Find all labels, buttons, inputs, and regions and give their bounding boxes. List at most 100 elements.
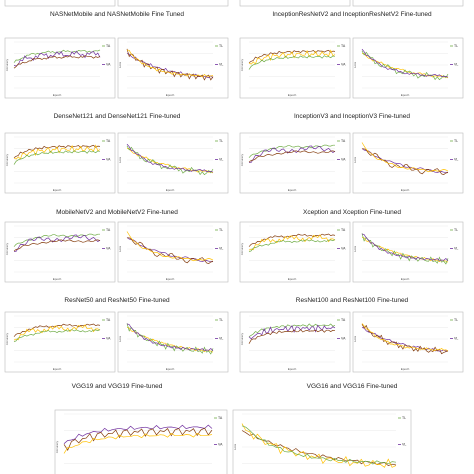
x-axis-label: Epoch [401, 277, 410, 281]
y-axis-label: Loss [118, 335, 122, 342]
y-axis-label: Accuracy [5, 242, 9, 255]
curve [126, 323, 214, 352]
legend-label: TL [454, 318, 458, 322]
legend-label: VL [402, 442, 406, 446]
caption: DenseNet121 and DenseNet121 Fine-tuned [54, 113, 181, 120]
legend-label: TA [106, 139, 111, 143]
x-axis-label: Epoch [53, 367, 62, 371]
x-axis-label: Epoch [288, 93, 297, 97]
curve [13, 324, 101, 341]
y-axis-label: Loss [118, 156, 122, 163]
panel-frame [352, 0, 464, 7]
y-axis-label: Loss [353, 335, 357, 342]
legend-label: TL [219, 139, 223, 143]
curve [361, 50, 449, 81]
curve [13, 150, 101, 165]
curve [63, 424, 213, 444]
legend-label: VA [341, 157, 346, 161]
legend-label: VL [219, 62, 223, 66]
curve [361, 148, 449, 174]
curve [13, 239, 101, 252]
legend-label: TA [341, 228, 346, 232]
legend-label: VL [454, 157, 458, 161]
panel-frame [54, 409, 228, 474]
x-axis-label: Epoch [288, 277, 297, 281]
x-axis-label: Epoch [53, 277, 62, 281]
y-axis-label: Accuracy [240, 153, 244, 166]
curve [126, 231, 214, 262]
legend-label: VA [106, 246, 111, 250]
panel-frame [239, 221, 351, 283]
curve [13, 329, 101, 343]
legend-label: VA [106, 62, 111, 66]
curve [63, 432, 213, 454]
curve [248, 324, 336, 340]
curve [248, 55, 336, 70]
curve [248, 233, 336, 247]
panel-frame [239, 311, 351, 373]
caption: InceptionResNetV2 and InceptionResNetV2 … [272, 11, 432, 18]
x-axis-label: Epoch [166, 367, 175, 371]
x-axis-label: Epoch [166, 277, 175, 281]
panel-frame [117, 0, 229, 7]
panel-frame [352, 311, 464, 373]
x-axis-label: Epoch [53, 188, 62, 192]
curve [13, 144, 101, 158]
panel-frame [4, 221, 116, 283]
x-axis-label: Epoch [401, 188, 410, 192]
legend-label: TL [219, 44, 223, 48]
legend-label: VA [106, 336, 111, 340]
y-axis-label: Loss [233, 443, 237, 450]
caption: VGG16 and VGG16 Fine-tuned [307, 383, 398, 390]
curve [248, 329, 336, 344]
y-axis-label: Accuracy [240, 332, 244, 345]
y-axis-label: Accuracy [5, 153, 9, 166]
legend-label: VL [219, 336, 223, 340]
x-axis-label: Epoch [401, 93, 410, 97]
panel-frame [117, 221, 229, 283]
y-axis-label: Accuracy [5, 332, 9, 345]
legend-label: TA [106, 228, 111, 232]
y-axis-label: Loss [118, 61, 122, 68]
panel-frame [232, 409, 412, 474]
legend-label: VL [219, 246, 223, 250]
panel-frame [239, 132, 351, 194]
y-axis-label: Accuracy [55, 440, 59, 453]
legend-label: VA [218, 442, 223, 446]
curve [248, 239, 336, 253]
caption: MobileNetV2 and MobileNetV2 Fine-tuned [56, 209, 178, 216]
legend-label: TA [106, 44, 111, 48]
curve [13, 323, 101, 337]
curve [241, 425, 397, 465]
curve [13, 144, 101, 160]
panel-frame [4, 37, 116, 99]
panel-frame [352, 37, 464, 99]
caption: ResNet100 and ResNet100 Fine-tuned [296, 297, 409, 304]
caption: ResNet50 and ResNet50 Fine-tuned [64, 297, 170, 304]
curve [126, 145, 214, 176]
x-axis-label: Epoch [166, 188, 175, 192]
legend-label: TA [341, 139, 346, 143]
caption: NASNetMobile and NASNetMobile Fine Tuned [50, 11, 184, 18]
curve [361, 327, 449, 352]
panel-frame [239, 0, 351, 7]
panel-frame [4, 132, 116, 194]
y-axis-label: Accuracy [5, 58, 9, 71]
legend-label: VA [341, 336, 346, 340]
legend-label: VA [106, 157, 111, 161]
curve [63, 427, 213, 451]
curve [126, 53, 214, 79]
panel-frame [4, 0, 116, 7]
legend-label: VL [454, 336, 458, 340]
curve [248, 234, 336, 251]
curve [126, 143, 214, 173]
caption: Xception and Xception Fine-tuned [303, 209, 401, 216]
curve [248, 145, 336, 163]
panel-frame [117, 37, 229, 99]
x-axis-label: Epoch [288, 188, 297, 192]
y-axis-label: Loss [353, 245, 357, 252]
panel-frame [117, 311, 229, 373]
legend-label: TL [454, 44, 458, 48]
